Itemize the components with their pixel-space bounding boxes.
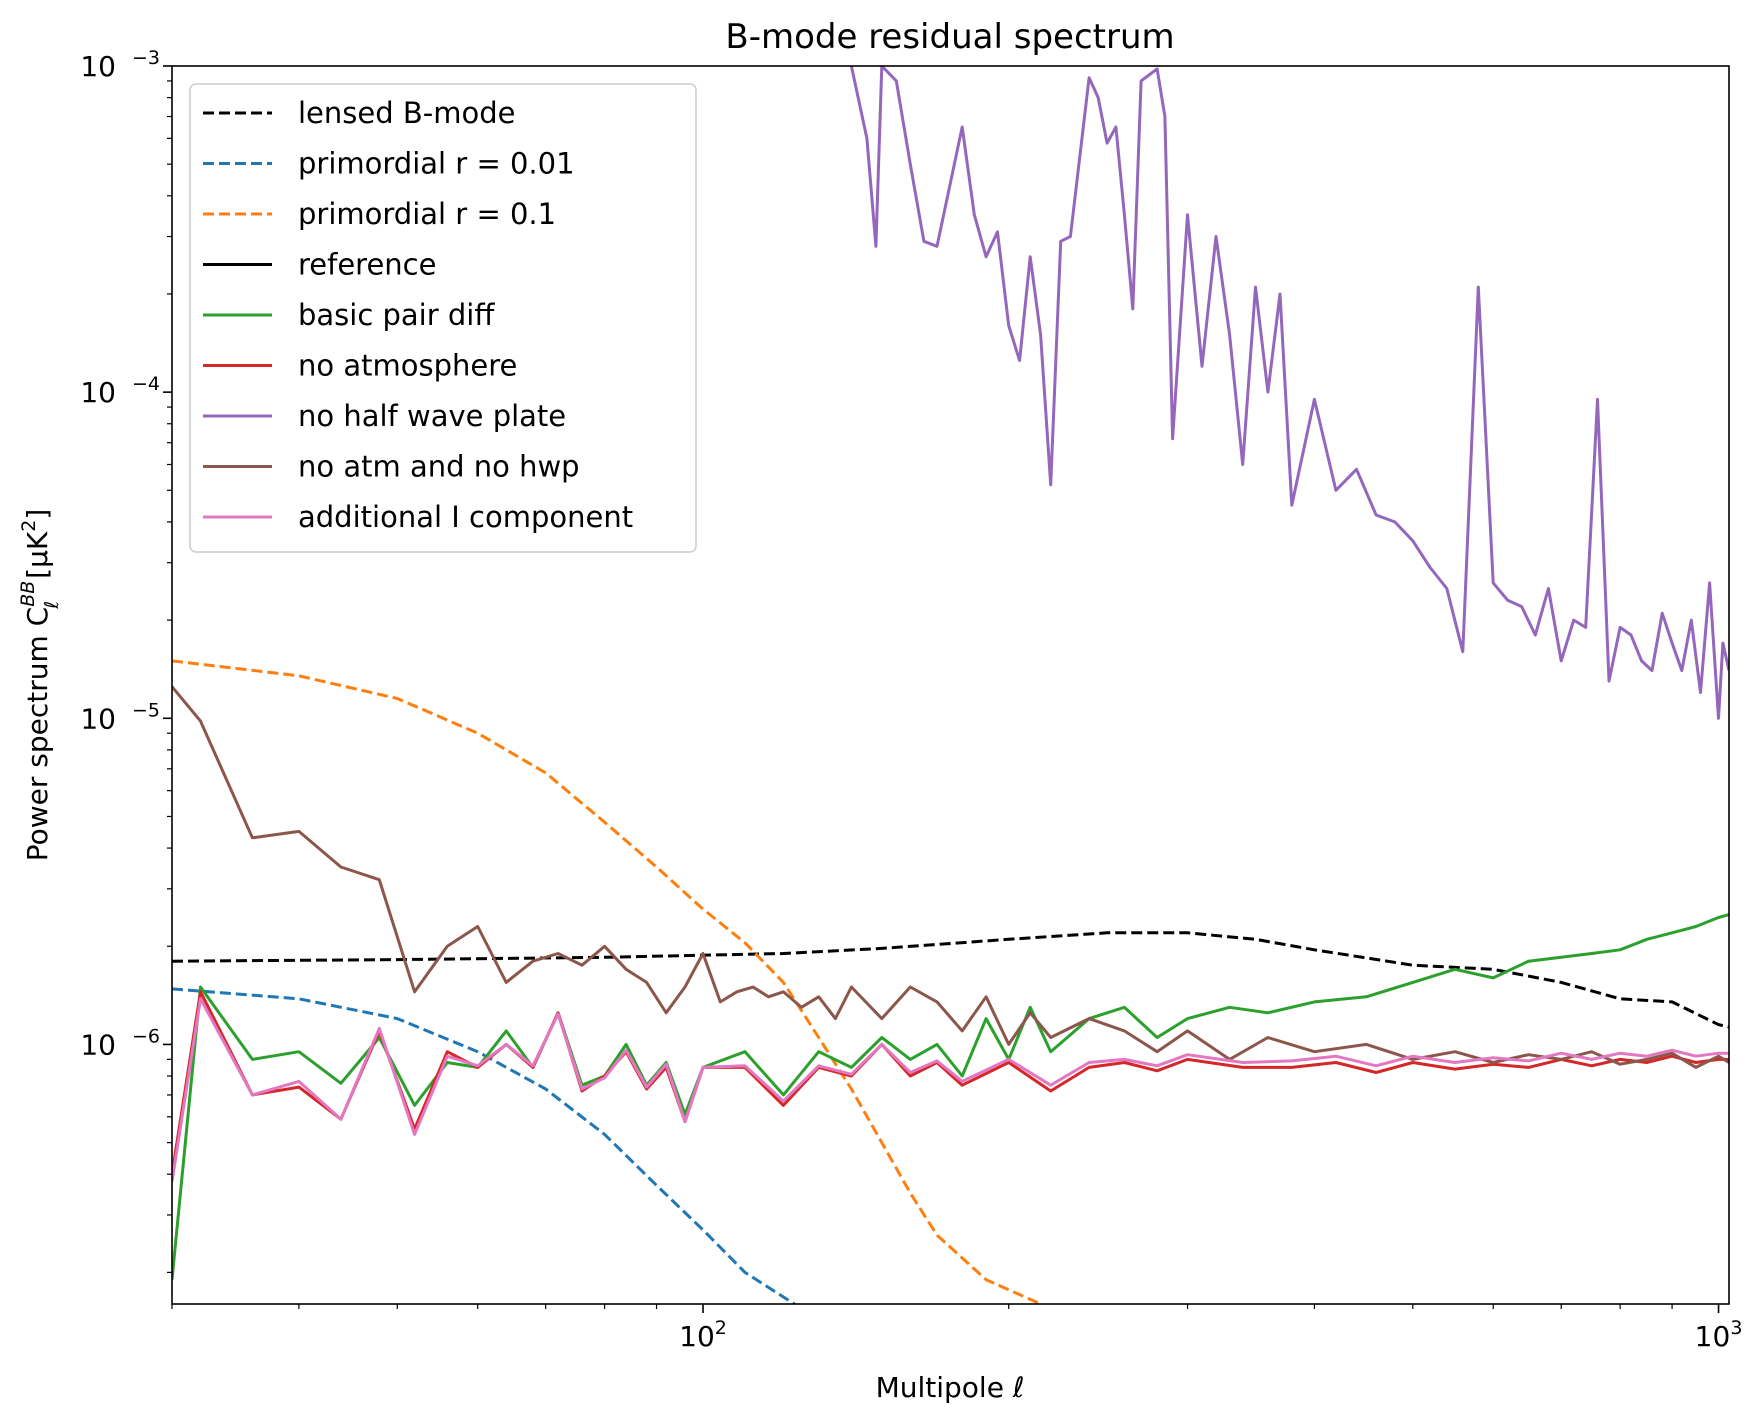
series-line-1 [172, 987, 798, 1304]
y-tick-base: 10 [80, 376, 116, 409]
series-line-5 [172, 990, 1729, 1175]
series-line-7 [172, 685, 1729, 1069]
series-line-2 [172, 659, 1042, 1304]
y-tick-label-3: 10 −3 [80, 47, 160, 83]
legend-label-0: lensed B-mode [298, 96, 515, 130]
chart-title: B-mode residual spectrum [725, 17, 1174, 57]
y-tick-label-0: 10 −6 [80, 1025, 160, 1061]
y-axis-label-unit-end: ] [21, 509, 54, 520]
y-tick-base: 10 [80, 1028, 116, 1061]
y-axis-label-unit-sup: 2 [18, 520, 40, 532]
legend: lensed B-mode primordial r = 0.01 primordi… [189, 83, 697, 553]
series-line-4 [172, 913, 1729, 1280]
legend-label-5: no atmosphere [298, 349, 517, 383]
legend-label-7: no atm and no hwp [298, 450, 580, 484]
x-tick-exponent: 3 [1730, 1317, 1742, 1339]
y-tick-base: 10 [80, 50, 116, 83]
y-tick-label-2: 10 −4 [80, 373, 160, 409]
y-tick-base: 10 [80, 702, 116, 735]
legend-label-8: additional I component [298, 500, 633, 534]
x-axis-label: Multipole ℓ [876, 1371, 1025, 1404]
y-tick-label-1: 10 −5 [80, 699, 160, 735]
x-tick-base: 10 [1695, 1320, 1731, 1353]
x-tick-exponent: 2 [715, 1317, 727, 1339]
series-line-6 [849, 66, 1729, 720]
x-tick-label-1: 103 [1695, 1317, 1743, 1353]
y-tick-exponent: −5 [132, 699, 160, 721]
legend-label-3: reference [298, 248, 436, 282]
series-layer [172, 66, 1729, 1304]
x-tick-label-0: 102 [679, 1317, 727, 1353]
legend-label-1: primordial r = 0.01 [298, 147, 575, 181]
legend-label-2: primordial r = 0.1 [298, 197, 556, 231]
legend-label-4: basic pair diff [298, 298, 495, 332]
y-axis-label-sup: BB [17, 581, 39, 607]
legend-box [189, 83, 697, 553]
y-tick-exponent: −6 [132, 1025, 160, 1047]
y-tick-exponent: −3 [132, 47, 160, 69]
y-axis: 10 −6 10 −5 10 −4 10 −3 [80, 47, 172, 1273]
y-axis-label: Power spectrum CBB ℓ [μK2] [17, 509, 63, 862]
legend-label-6: no half wave plate [298, 399, 566, 433]
x-tick-base: 10 [679, 1320, 715, 1353]
series-line-0 [172, 931, 1729, 1029]
x-axis: 102 103 [171, 1304, 1743, 1353]
y-axis-label-unit: [μK [21, 531, 54, 579]
plot-frame [171, 65, 1730, 1305]
y-axis-label-sub: ℓ [41, 601, 63, 610]
y-tick-exponent: −4 [132, 373, 160, 395]
series-line-8 [172, 997, 1729, 1182]
y-axis-label-main: Power spectrum C [21, 607, 54, 862]
